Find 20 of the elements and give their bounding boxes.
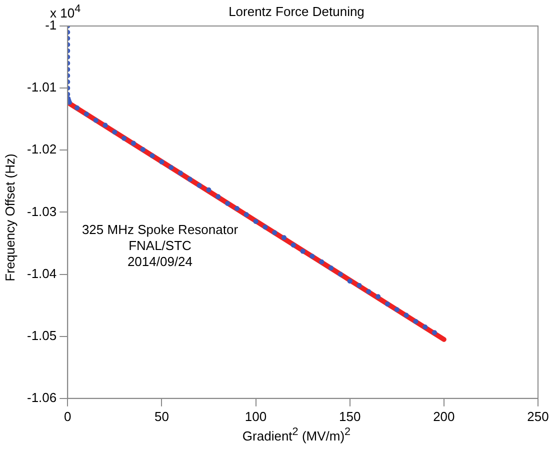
y-axis-title: Frequency Offset (Hz) xyxy=(2,152,18,284)
annotation: FNAL/STC xyxy=(128,238,192,253)
y-tick-label: -1.02 xyxy=(26,142,57,157)
y-tick-label: -1.01 xyxy=(26,80,57,95)
x-tick-label: 50 xyxy=(154,408,169,424)
text: x 10$^{4}$ xyxy=(50,3,81,20)
y-tick-label: -1.03 xyxy=(26,204,57,219)
x-axis-title: Gradient$^{2}$ (MV/m)$^{2}$ xyxy=(241,426,352,444)
x-tick-label: 250 xyxy=(527,408,549,424)
annotation: 2014/09/24 xyxy=(127,254,193,269)
x-tick-label: 150 xyxy=(339,408,361,424)
y-tick-label: -1.06 xyxy=(26,390,57,405)
y-tick-label: -1.04 xyxy=(26,266,57,281)
y-tick-label: -1 xyxy=(45,18,57,33)
chart-title: Lorentz Force Detuning xyxy=(228,4,364,19)
x-tick-label: 200 xyxy=(433,408,455,424)
x-tick-label: 100 xyxy=(244,408,267,424)
y-tick-label: -1.05 xyxy=(26,328,57,343)
annotation: 325 MHz Spoke Resonator xyxy=(82,222,238,237)
x-tick-label: 0 xyxy=(64,408,72,424)
